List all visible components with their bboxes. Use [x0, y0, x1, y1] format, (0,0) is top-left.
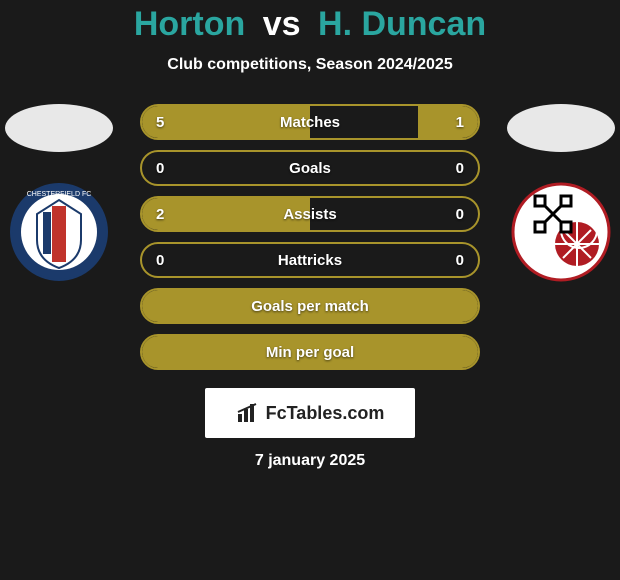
player1-avatar: [5, 104, 113, 152]
stat-label: Matches: [142, 114, 478, 131]
subtitle: Club competitions, Season 2024/2025: [0, 56, 620, 74]
stat-row: Min per goal: [140, 334, 480, 370]
chesterfield-badge-icon: CHESTERFIELD FC: [9, 182, 109, 282]
player2-avatar: [507, 104, 615, 152]
stat-label: Min per goal: [142, 344, 478, 361]
svg-text:CHESTERFIELD FC: CHESTERFIELD FC: [27, 191, 92, 198]
stat-row: 51Matches: [140, 104, 480, 140]
stat-label: Hattricks: [142, 252, 478, 269]
stat-row: 00Goals: [140, 150, 480, 186]
stat-label: Goals: [142, 160, 478, 177]
stat-row: 00Hattricks: [140, 242, 480, 278]
player2-column: [506, 104, 616, 282]
date-text: 7 january 2025: [0, 452, 620, 470]
stat-label: Assists: [142, 206, 478, 223]
player2-name: H. Duncan: [318, 5, 486, 43]
main-row: CHESTERFIELD FC 51Matches 00Goals 20Assist…: [0, 104, 620, 380]
player1-column: CHESTERFIELD FC: [4, 104, 114, 282]
stat-row: 20Assists: [140, 196, 480, 232]
fctables-banner: FcTables.com: [205, 388, 415, 438]
stat-label: Goals per match: [142, 298, 478, 315]
vs-text: vs: [263, 5, 301, 43]
stats-column: 51Matches 00Goals 20Assists 00Hattricks Goal…: [130, 104, 490, 380]
player1-name: Horton: [134, 5, 245, 43]
banner-text: FcTables.com: [266, 403, 385, 424]
stat-row: Goals per match: [140, 288, 480, 324]
comparison-card: Horton vs H. Duncan Club competitions, S…: [0, 0, 620, 470]
page-title: Horton vs H. Duncan: [0, 5, 620, 44]
rotherham-badge-icon: [511, 182, 611, 282]
